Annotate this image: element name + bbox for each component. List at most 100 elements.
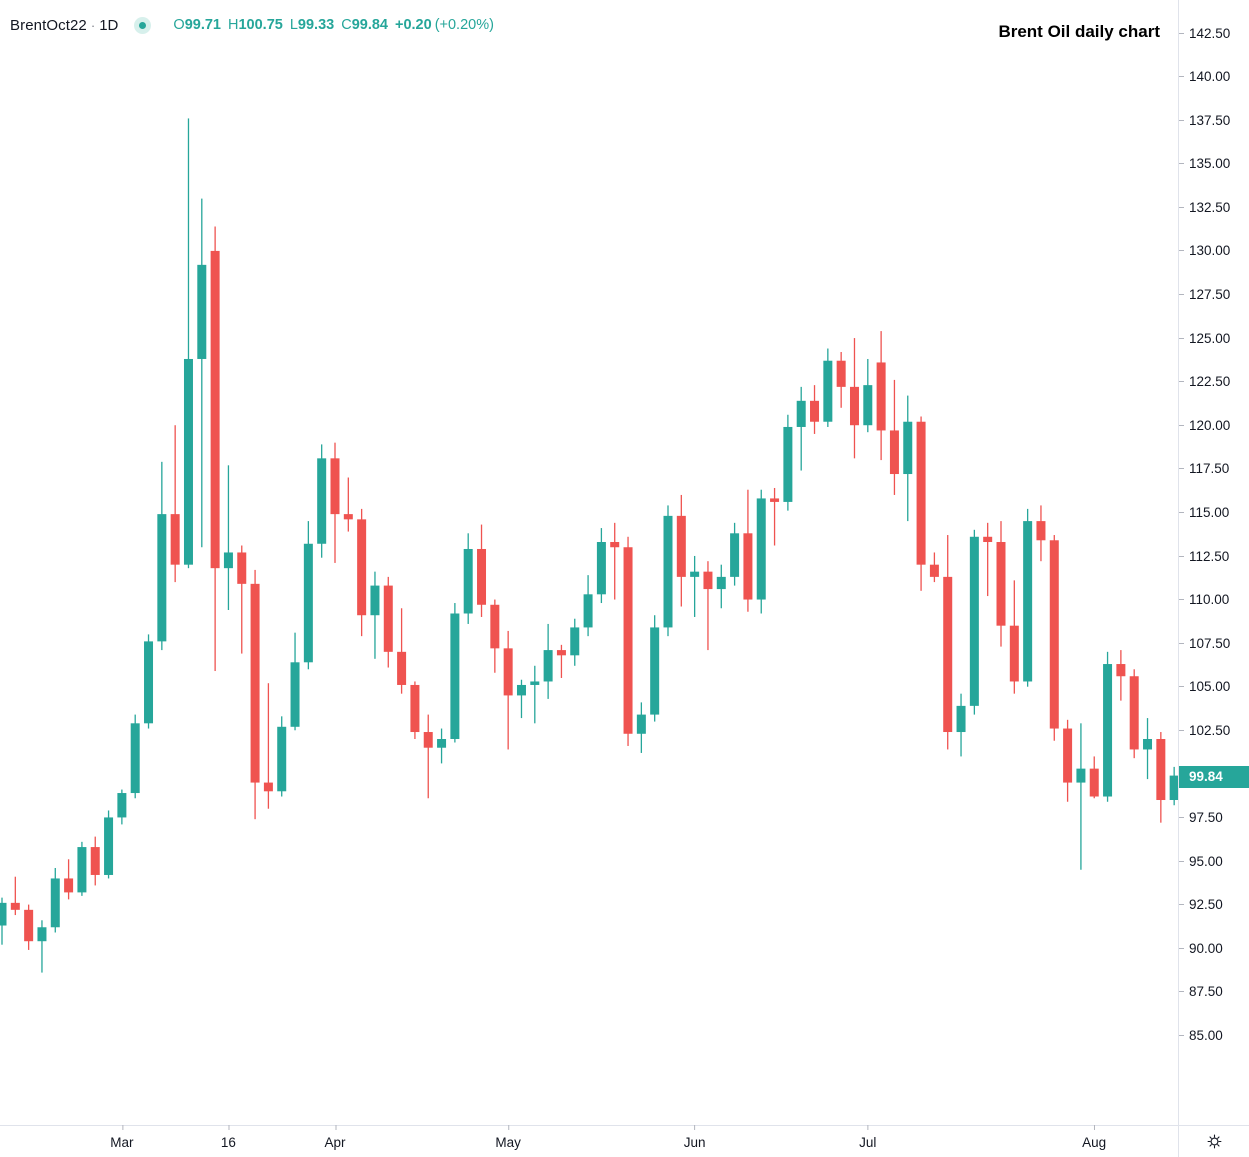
close-label: C (341, 17, 352, 33)
candlestick (183, 118, 193, 569)
tick-dash-icon (1179, 424, 1184, 426)
time-axis-tick: Aug (1082, 1125, 1106, 1150)
price-axis-tick: 142.50 (1179, 25, 1230, 41)
tick-dash-icon (121, 1125, 123, 1130)
candlestick (1036, 505, 1046, 562)
tick-dash-icon (1179, 163, 1184, 165)
price-axis-tick: 140.00 (1179, 69, 1230, 85)
price-axis-tick-label: 87.50 (1189, 984, 1223, 1000)
tick-dash-icon (1179, 1034, 1184, 1036)
candlestick (956, 693, 966, 757)
candlestick (1103, 651, 1113, 802)
tick-dash-icon (1179, 250, 1184, 252)
candlestick (1129, 669, 1139, 759)
candlestick (1009, 580, 1019, 694)
price-axis-tick: 105.00 (1179, 679, 1230, 695)
candlestick (277, 716, 287, 797)
candlestick (237, 545, 247, 654)
tick-dash-icon (1179, 686, 1184, 688)
price-axis-tick: 127.50 (1179, 287, 1230, 303)
price-axis-tick: 110.00 (1179, 592, 1229, 608)
price-axis-tick-label: 92.50 (1189, 897, 1223, 913)
candlestick (823, 348, 833, 427)
interval-label[interactable]: 1D (99, 16, 119, 34)
chart-settings-button[interactable] (1178, 1125, 1249, 1157)
price-axis-tick: 97.50 (1179, 809, 1223, 825)
price-axis-tick-label: 127.50 (1189, 287, 1231, 302)
price-axis-tick-label: 105.00 (1189, 679, 1231, 695)
candlestick (117, 789, 127, 825)
tick-dash-icon (1179, 947, 1184, 949)
candlestick (1156, 732, 1166, 823)
candlestick (0, 897, 7, 945)
price-axis-tick: 90.00 (1179, 940, 1223, 956)
candlestick (437, 728, 447, 764)
candlestick (410, 681, 420, 739)
price-axis-tick: 95.00 (1179, 853, 1223, 869)
candlestick (996, 521, 1006, 647)
price-axis-tick-label: 110.00 (1189, 592, 1230, 607)
time-axis-tick-label: Jun (683, 1135, 706, 1150)
candlestick (889, 379, 899, 495)
candlestick (144, 634, 154, 729)
candlestick (477, 524, 487, 617)
candlestick (983, 522, 993, 597)
time-axis-tick-label: 16 (220, 1135, 236, 1150)
candlestick (1116, 650, 1126, 701)
candlestick (157, 461, 167, 651)
candlestick (730, 522, 740, 586)
price-axis-tick: 85.00 (1179, 1027, 1223, 1043)
tick-dash-icon (1179, 860, 1184, 862)
candlestick (903, 395, 913, 522)
candlestick (263, 683, 273, 809)
candlestick (250, 569, 260, 820)
time-axis-tick: May (495, 1125, 521, 1150)
symbol-label[interactable]: BrentOct22 (10, 16, 87, 34)
ohlc-values: O99.71 H100.75 L99.33 C99.84 +0.20 (+0.20%) (173, 17, 494, 33)
tick-dash-icon (1179, 294, 1184, 295)
tick-dash-icon (1179, 729, 1184, 731)
chart-legend[interactable]: BrentOct22 · 1D O99.71 H100.75 L99.33 C99.8… (10, 14, 494, 36)
candlestick (50, 867, 60, 933)
price-axis-tick-label: 107.50 (1189, 635, 1231, 651)
candlestick-series (0, 118, 1178, 973)
candlestick (810, 385, 820, 434)
price-axis-tick-label: 90.00 (1189, 940, 1223, 956)
time-axis-tick-label: Apr (324, 1135, 346, 1150)
high-value: 100.75 (238, 17, 283, 33)
price-axis-tick-label: 117.50 (1189, 461, 1230, 477)
candlestick (303, 521, 313, 670)
candlestick (969, 529, 979, 715)
legend-separator: · (90, 17, 96, 33)
candlestick (650, 615, 660, 722)
candlestick (556, 644, 566, 678)
candlestick (343, 477, 353, 532)
price-axis-tick: 107.50 (1179, 635, 1230, 651)
candlestick (130, 714, 140, 799)
price-axis-tick-label: 97.50 (1189, 809, 1223, 825)
candlestick (570, 618, 580, 666)
candlestick (716, 564, 726, 609)
time-axis[interactable]: Mar 16 Apr May Jun Jul Aug (0, 1125, 1249, 1157)
candlestick-plot[interactable] (0, 0, 1178, 1125)
price-axis-tick: 125.00 (1179, 330, 1230, 346)
candlestick (663, 505, 673, 637)
time-axis-tick: Jul (859, 1125, 876, 1150)
last-price-badge[interactable]: 99.84 (1179, 765, 1249, 788)
candlestick (1089, 756, 1099, 799)
high-label: H (227, 17, 239, 33)
price-axis-tick: 92.50 (1179, 897, 1223, 913)
candlestick (690, 555, 700, 617)
time-axis-tick: Mar (110, 1125, 134, 1150)
change-percent: (+0.20%) (434, 17, 494, 33)
candlestick (64, 859, 74, 900)
candlestick (357, 508, 367, 637)
candlestick (37, 920, 47, 973)
time-axis-tick-label: May (495, 1135, 521, 1150)
price-axis-tick-label: 130.00 (1189, 243, 1231, 259)
candlestick (210, 226, 220, 672)
candlestick (610, 522, 620, 600)
candlestick (676, 494, 686, 607)
candlestick (1023, 508, 1033, 687)
price-axis[interactable]: 142.50 140.00 137.50 135.00 132.50 130.00 127.… (1178, 0, 1249, 1125)
